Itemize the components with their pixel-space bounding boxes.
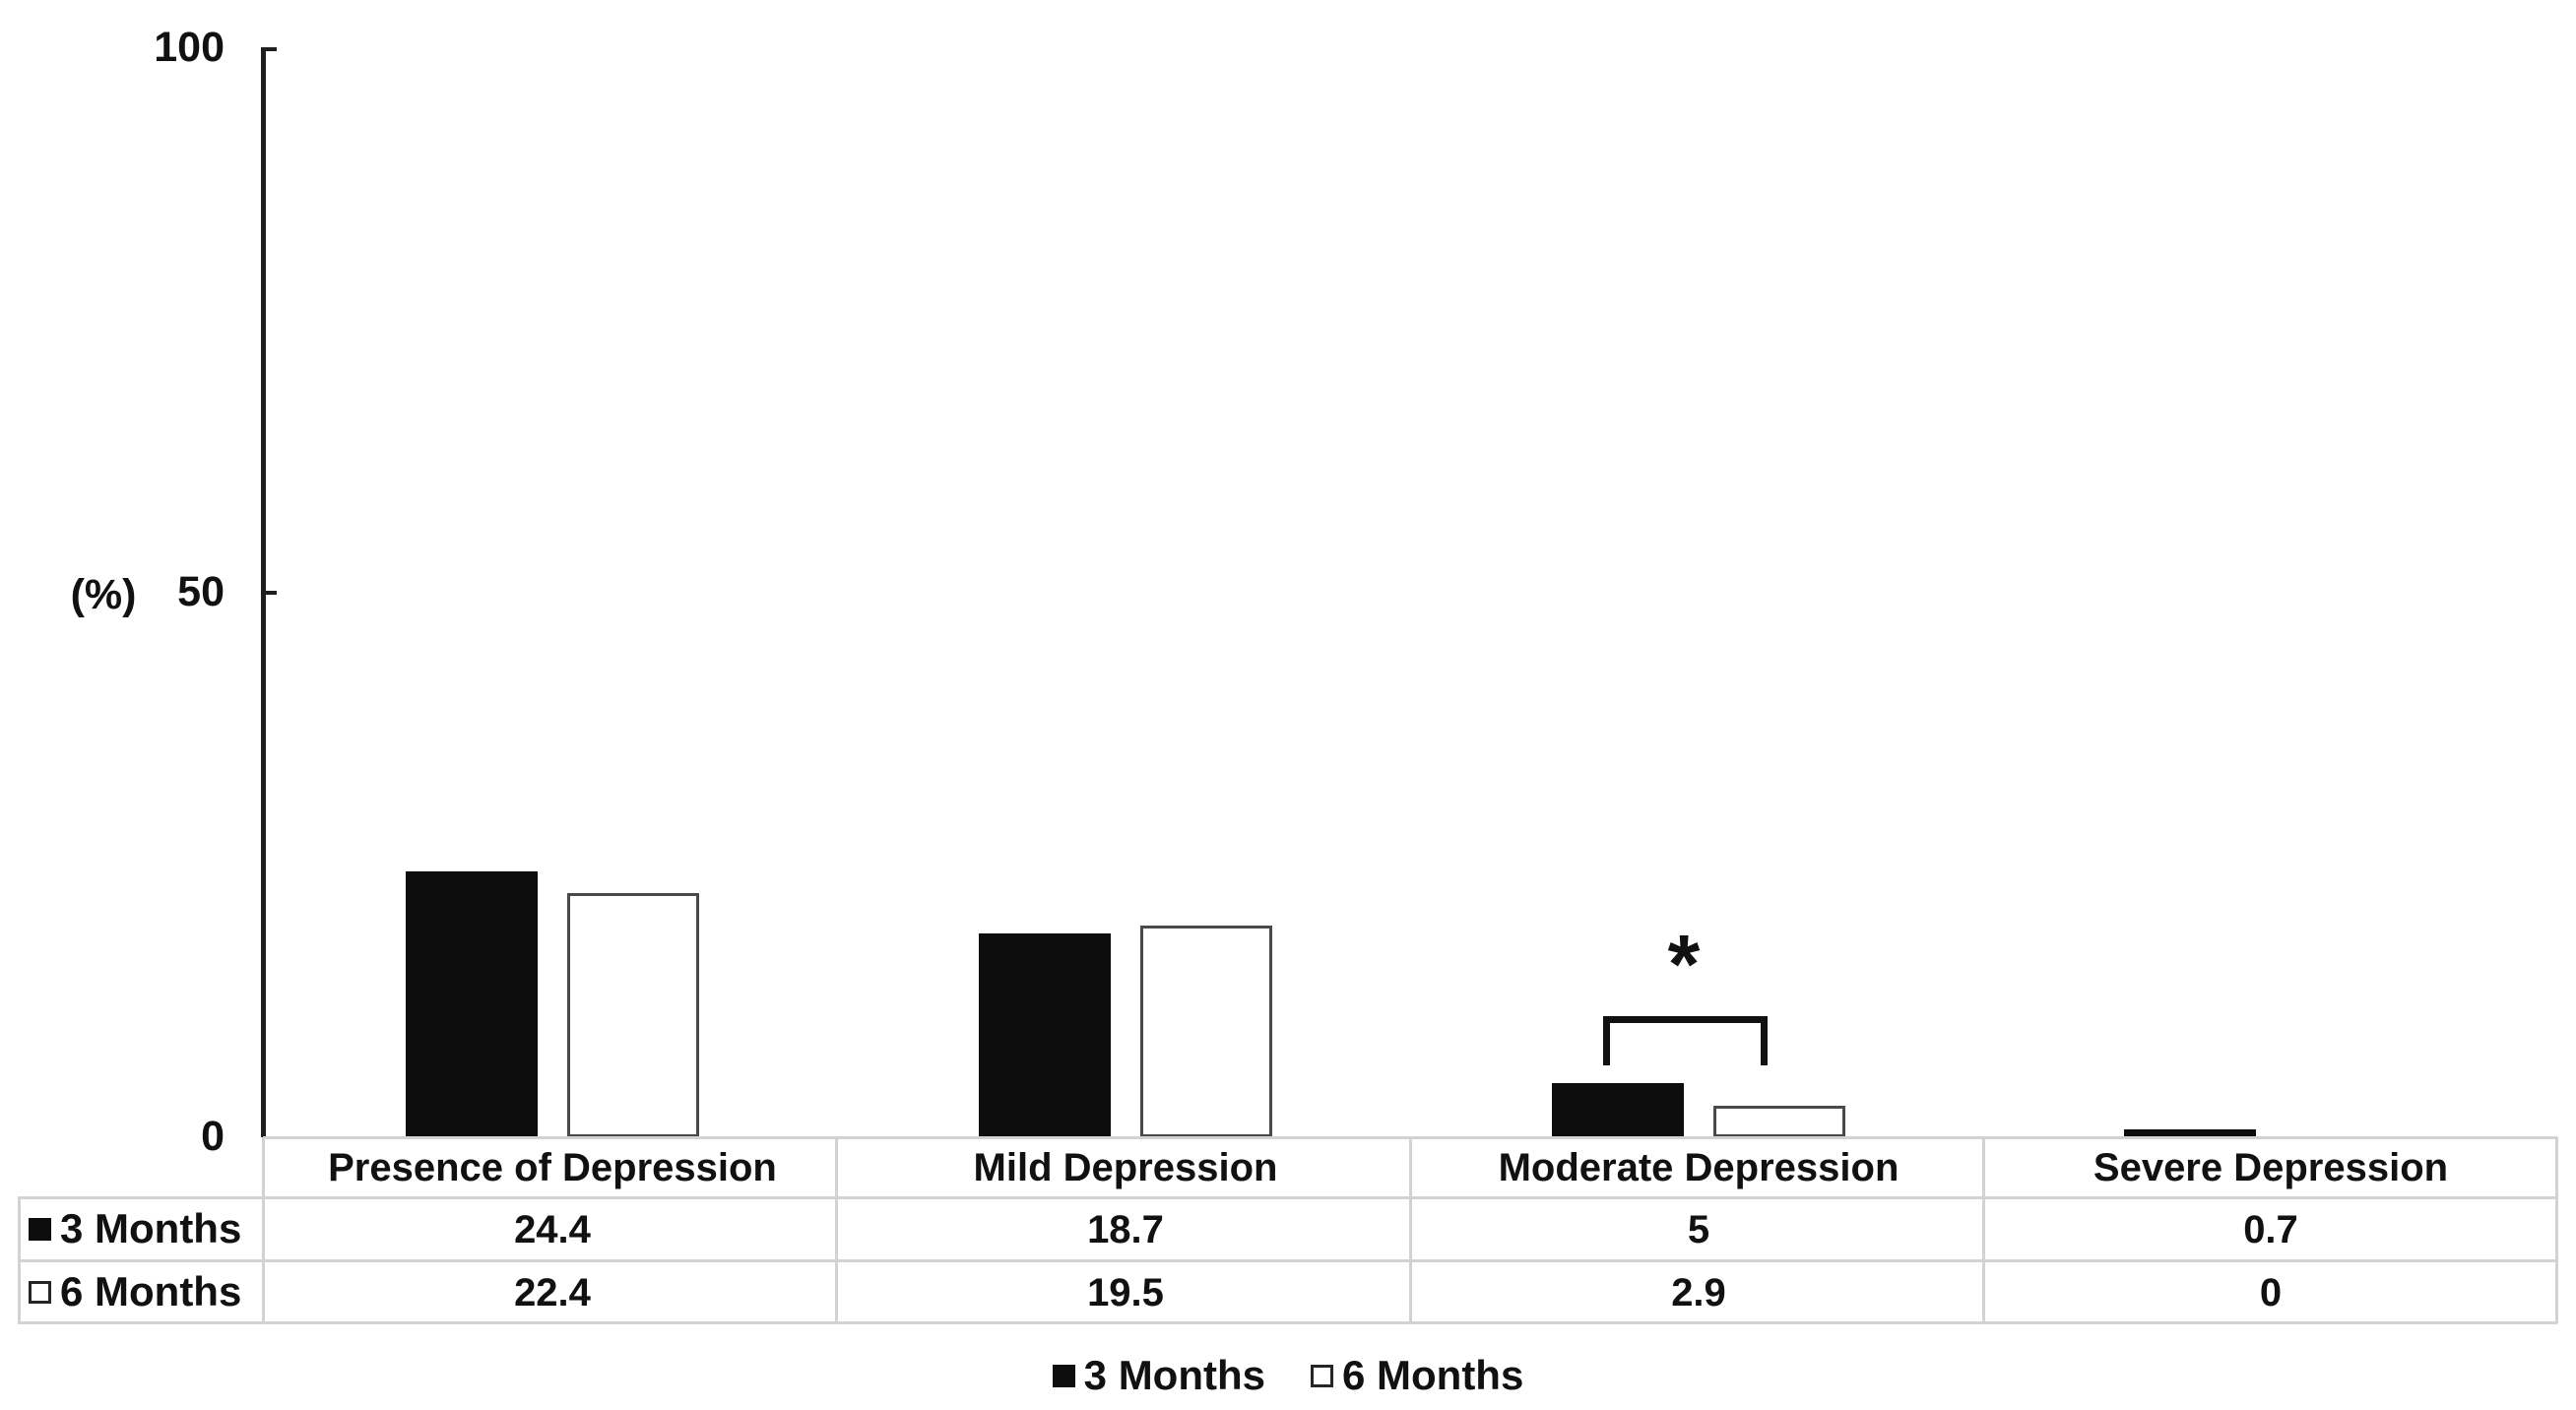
table-row-label-3-months: 3 Months [20,1199,269,1258]
legend-swatch-3-months [29,1217,51,1241]
significance-bracket-left-leg [1603,1016,1610,1065]
table-header-cell-mild-depression: Mild Depression [973,1146,1278,1189]
legend-label-6-months: 6 Months [1342,1352,1524,1398]
y-axis-label-0: 0 [201,1113,225,1160]
legend-swatch-3-months [1052,1364,1075,1387]
bar-3-months-moderate-depression [1552,1083,1684,1137]
table-value-cell-3-months-moderate-depression: 5 [1687,1208,1710,1251]
table-border-8 [1982,1137,1985,1323]
y-axis-tick-50 [261,591,277,595]
table-header-cell-presence-of-depression: Presence of Depression [328,1146,777,1189]
chart-legend: 3 Months 6 Months [0,1351,2576,1400]
y-axis-label-100: 100 [154,24,225,71]
bar-3-months-severe-depression [2124,1129,2256,1137]
bar-3-months-mild-depression [979,933,1111,1137]
legend-swatch-6-months [29,1280,51,1304]
bar-6-months-mild-depression [1140,926,1272,1137]
y-axis-tick-100 [261,47,277,51]
bar-6-months-presence-of-depression [567,893,699,1137]
table-row-label-6-months: 6 Months [20,1262,269,1321]
table-header-cell-severe-depression: Severe Depression [2093,1146,2449,1189]
significance-bracket-top [1603,1016,1768,1023]
legend-label-3-months: 3 Months [1083,1352,1265,1398]
table-border-7 [1409,1137,1412,1323]
legend-item-6-months: 6 Months [1311,1355,1523,1396]
table-border-3 [18,1321,2557,1324]
table-value-cell-6-months-mild-depression: 19.5 [1087,1271,1164,1314]
y-axis-label-50: 50 [177,568,225,615]
table-header-cell-moderate-depression: Moderate Depression [1498,1146,1900,1189]
y-axis-unit-label: (%) [70,571,137,618]
table-value-cell-6-months-presence-of-depression: 22.4 [514,1271,591,1314]
significance-bracket-right-leg [1761,1016,1768,1065]
bar-3-months-presence-of-depression [406,871,538,1137]
legend-item-3-months: 3 Months [1052,1352,1265,1398]
table-border-5 [262,1137,265,1323]
table-border-4 [18,1196,21,1323]
table-value-cell-3-months-presence-of-depression: 24.4 [514,1208,591,1251]
bar-6-months-moderate-depression [1713,1106,1845,1137]
table-value-cell-6-months-moderate-depression: 2.9 [1671,1271,1726,1314]
table-border-2 [18,1259,2557,1262]
table-value-cell-6-months-severe-depression: 0 [2259,1271,2283,1314]
significance-asterisk: * [1667,918,1701,1010]
table-value-cell-3-months-severe-depression: 0.7 [2243,1208,2298,1251]
table-border-1 [18,1196,2557,1199]
table-border-9 [2555,1137,2558,1323]
table-border-6 [835,1137,838,1323]
table-row-label-text: 3 Months [60,1205,242,1251]
table-row-label-text: 6 Months [60,1268,242,1314]
table-value-cell-3-months-mild-depression: 18.7 [1087,1208,1164,1251]
legend-swatch-6-months [1311,1364,1333,1387]
